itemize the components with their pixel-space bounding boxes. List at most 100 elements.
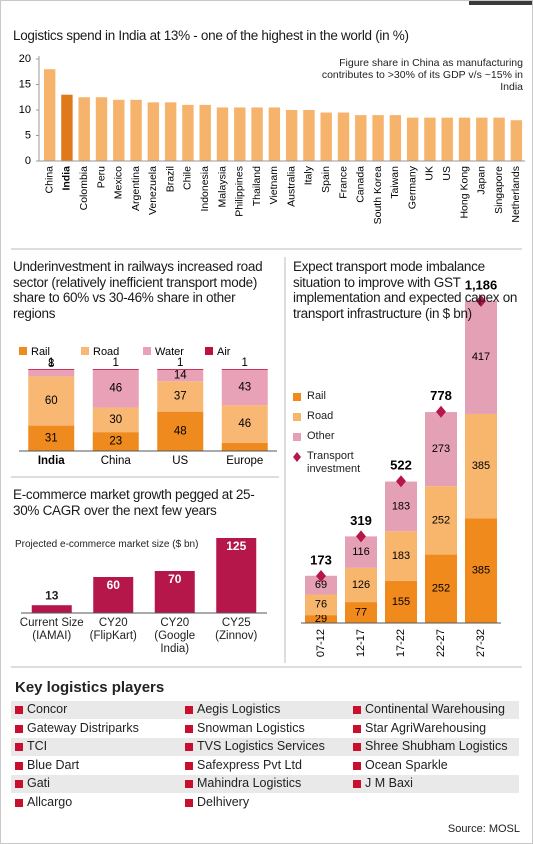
legend-label: Other (307, 430, 335, 442)
bar (510, 120, 523, 161)
chart-title: Logistics spend in India at 13% - one of… (13, 28, 409, 43)
data-label: 778 (430, 388, 452, 403)
data-label: 126 (352, 579, 370, 591)
x-tick-label: Europe (226, 455, 263, 467)
legend-label: Rail (31, 346, 50, 358)
bar (285, 110, 298, 161)
legend-label: Road (307, 410, 334, 422)
bar-segment (28, 425, 75, 451)
bullet (15, 743, 23, 751)
data-label: 29 (315, 613, 327, 625)
chart-subtitle: Projected e-commerce market size ($ bn) (15, 539, 199, 550)
x-tick-label: Brazil (164, 166, 176, 192)
annotation: Figure share in China as manufacturing c… (321, 57, 523, 94)
data-label: 13 (45, 588, 59, 602)
bullet (353, 724, 361, 733)
data-label: 252 (432, 583, 450, 595)
bar (337, 112, 350, 161)
bar-segment (385, 580, 417, 623)
x-tick-label: 22-27 (435, 629, 447, 657)
player-name: Continental Warehousing (365, 702, 505, 716)
x-tick-label: Spain (320, 166, 332, 193)
player-name: Gati (27, 776, 50, 790)
y-tick-label: 10 (19, 104, 31, 116)
bullet (185, 724, 193, 733)
chart-title: E-commerce market growth pegged at 25-30… (13, 487, 255, 518)
bar-segment (221, 369, 268, 406)
x-tick-label: 07-12 (315, 629, 327, 657)
data-label: 417 (472, 351, 490, 363)
x-tick-label: Japan (476, 166, 488, 195)
data-label: 183 (392, 500, 410, 512)
bullet (353, 780, 361, 788)
data-label: 1 (113, 357, 119, 369)
bar (441, 117, 453, 161)
bar (95, 97, 108, 161)
legend-label: Water (155, 346, 184, 358)
data-label: 1,186 (465, 277, 498, 292)
bar (216, 538, 257, 613)
chart-title: Expect transport mode imbalance situatio… (293, 259, 518, 321)
bar-segment (305, 615, 337, 623)
player-row: Blue Dart Safexpress Pvt Ltd Ocean Sparkle (11, 756, 519, 775)
player-name: Star AgriWarehousing (365, 720, 487, 735)
bar-segment (221, 369, 268, 370)
source: Source: MOSL (447, 823, 520, 835)
bar-segment (28, 369, 75, 377)
bar (424, 117, 436, 161)
data-label: 385 (472, 565, 490, 577)
bar (182, 104, 194, 161)
player-name: Shree Shubham Logistics (365, 739, 508, 753)
x-tick-label: CY25 (Zinnov) (215, 617, 258, 643)
data-label: 1 (48, 357, 54, 369)
x-tick-label: Netherlands (510, 166, 522, 223)
x-tick-label: China (43, 166, 55, 194)
bullet (353, 761, 361, 770)
bullet (185, 743, 193, 751)
bar (154, 571, 195, 613)
x-tick-label: Germany (406, 165, 418, 209)
x-tick-label: Current Size (IAMAI) (19, 617, 84, 643)
data-label: 76 (315, 599, 327, 611)
data-label: 48 (174, 425, 187, 437)
legend-label: Rail (307, 390, 326, 402)
data-label: 60 (45, 395, 58, 407)
data-label: 8 (48, 358, 54, 370)
x-tick-label: Malaysia (216, 166, 228, 208)
chart-title: Underinvestment in railways increased ro… (13, 259, 263, 321)
legend-swatch (293, 413, 301, 421)
data-label: 60 (107, 578, 121, 592)
data-label: 30 (109, 414, 122, 426)
bullet (15, 798, 23, 807)
bar-segment (425, 486, 457, 555)
x-tick-label: 17-22 (395, 629, 407, 657)
marker (396, 475, 406, 488)
data-label: 37 (174, 391, 187, 403)
player-name: Aegis Logistics (197, 702, 281, 716)
data-label: 125 (226, 539, 246, 553)
bullet (353, 706, 361, 714)
x-tick-label: UK (424, 166, 436, 181)
x-tick-label: Indonesia (199, 166, 211, 212)
player-row: Gateway Distriparks Snowman Logistics Star… (11, 719, 519, 738)
bar-segment (221, 442, 268, 451)
x-tick-label: Argentina (130, 166, 142, 211)
bar-segment (465, 300, 497, 414)
x-tick-label: Thailand (251, 166, 263, 206)
bullet (185, 761, 193, 770)
marker (316, 570, 326, 583)
data-label: 77 (355, 606, 367, 618)
x-tick-label: Italy (303, 165, 315, 185)
bar-segment (92, 432, 139, 451)
bar (113, 99, 125, 161)
bar-segment (425, 554, 457, 623)
x-tick-label: Colombia (78, 166, 90, 211)
bullet (185, 780, 193, 788)
data-label: 252 (432, 514, 450, 526)
legend-swatch (81, 347, 89, 355)
legend-marker (293, 452, 301, 462)
data-label: 46 (238, 418, 251, 430)
data-label: 116 (352, 546, 370, 558)
x-tick-label: Taiwan (389, 166, 401, 199)
